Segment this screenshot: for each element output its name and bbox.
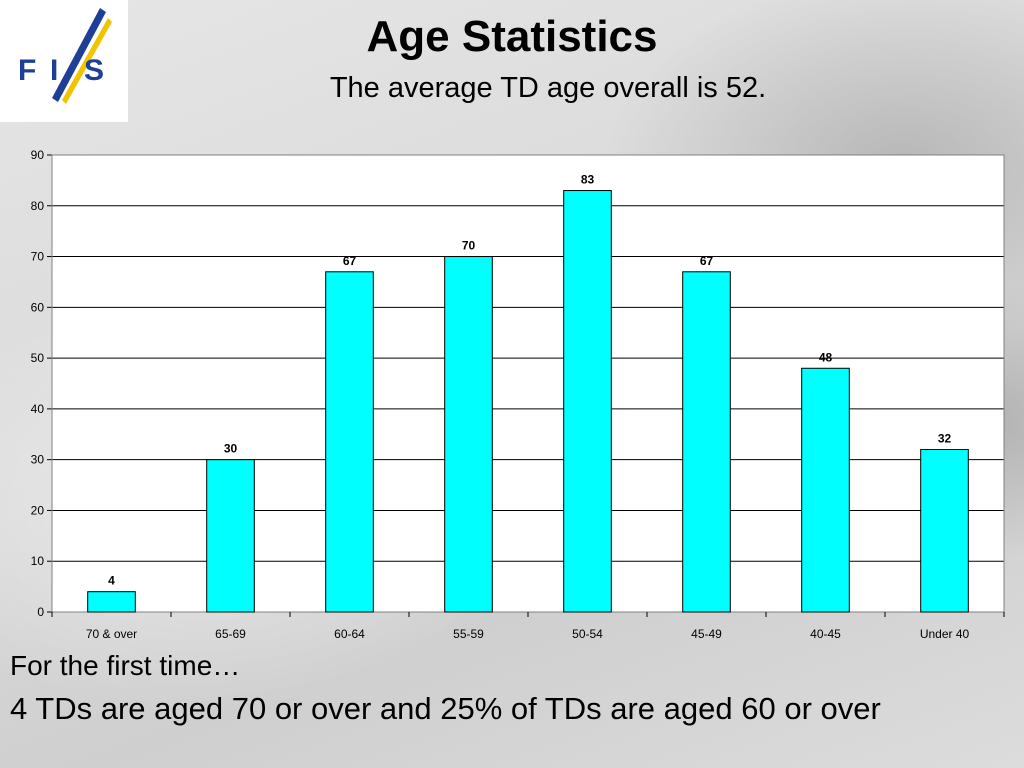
plot-area [52,155,1004,612]
bar-40-45 [801,367,850,613]
svg-text:F: F [18,54,36,87]
x-tick-label: 40-45 [810,627,841,641]
bar-45-49 [682,271,731,613]
footnote-line-2: 4 TDs are aged 70 or over and 25% of TDs… [10,691,881,726]
data-label: 67 [700,254,714,268]
x-tick-label: Under 40 [920,627,970,641]
y-tick-label: 0 [37,605,44,619]
y-tick-label: 20 [31,503,45,517]
age-bar-chart: 0 10 20 30 40 50 60 70 80 90 4 70 & over 30 65-69 67 60… [0,140,1024,650]
y-tick-label: 60 [31,300,45,314]
x-tick-label: 60-64 [334,627,365,641]
y-tick-label: 40 [31,402,45,416]
bar-65-69 [206,459,255,613]
bar-70-over [87,591,136,613]
bar-55-59 [444,256,493,613]
bar-under-40 [920,449,969,613]
chart-svg: 0 10 20 30 40 50 60 70 80 90 4 70 & over 30 65-69 67 60… [31,148,1005,641]
svg-text:S: S [84,54,104,87]
y-tick-label: 80 [31,199,45,213]
data-label: 48 [819,350,833,364]
x-tick-label: 70 & over [86,627,137,641]
slide-title: Age Statistics [366,12,658,61]
footnote-line-1: For the first time… [10,650,241,681]
svg-text:I: I [50,54,58,87]
data-label: 83 [581,173,595,187]
data-label: 4 [108,574,115,588]
x-tick-label: 65-69 [215,627,246,641]
x-tick-label: 45-49 [691,627,722,641]
data-label: 30 [224,442,238,456]
bar-50-54 [563,190,612,613]
data-label: 32 [938,432,952,446]
y-tick-label: 70 [31,250,45,264]
y-tick-label: 50 [31,351,45,365]
bar-60-64 [325,271,374,613]
x-tick-label: 50-54 [572,627,603,641]
data-label: 67 [343,254,357,268]
fis-logo: F I S [0,0,128,122]
y-tick-label: 30 [31,453,45,467]
slide-subtitle: The average TD age overall is 52. [329,72,767,104]
y-tick-label: 90 [31,148,45,162]
x-tick-label: 55-59 [453,627,484,641]
fis-logo-graphic: F I S [18,8,112,104]
y-tick-label: 10 [31,554,45,568]
data-label: 70 [462,239,476,253]
